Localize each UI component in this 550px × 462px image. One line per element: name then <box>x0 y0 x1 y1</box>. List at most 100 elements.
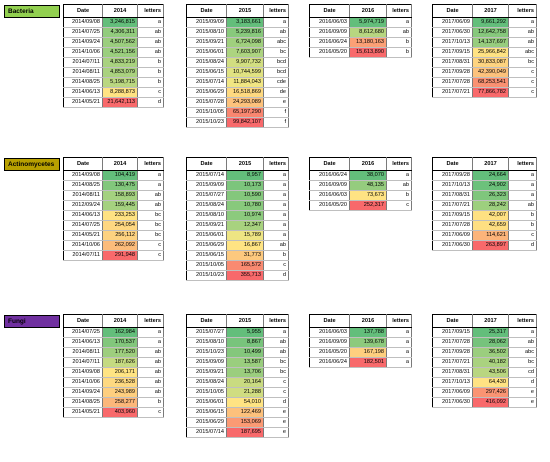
table-row: 2015/06/01 7,603,907 bc <box>186 47 289 58</box>
value-cell: 243,989 <box>102 387 138 398</box>
letters-cell: a <box>263 230 289 241</box>
letters-header: letters <box>386 314 412 328</box>
letters-cell: c <box>263 260 289 271</box>
letters-cell: d <box>508 240 537 251</box>
letters-header: letters <box>386 157 412 171</box>
date-cell: 2017/06/09 <box>432 230 473 241</box>
table-row: 2014/08/11 177,520 ab <box>63 347 164 358</box>
table-fungi-2017: Date 2017 letters 2017/09/15 25,317 a 2017/07/… <box>432 314 537 408</box>
letters-cell: c <box>508 67 537 78</box>
table-row: 2015/10/05 21,288 c <box>186 387 289 398</box>
date-cell: 2015/06/15 <box>186 250 227 261</box>
date-cell: 2015/09/09 <box>186 357 227 368</box>
letters-cell: ab <box>137 27 164 38</box>
letters-cell: a <box>263 180 289 191</box>
table-actinomycetes-2016: Date 2016 letters 2016/06/24 38,070 a 2016/09/… <box>309 157 412 211</box>
value-cell: 24,902 <box>472 180 509 191</box>
date-header: Date <box>63 314 103 328</box>
letters-cell: a <box>137 170 164 181</box>
value-cell: 12,347 <box>226 220 264 231</box>
date-cell: 2017/07/28 <box>432 77 473 88</box>
value-cell: 122,469 <box>226 407 264 418</box>
value-cell: 64,430 <box>472 377 509 388</box>
table-row: 2017/06/09 297,426 e <box>432 387 537 398</box>
letters-header: letters <box>137 314 164 328</box>
value-cell: 252,317 <box>349 200 387 211</box>
header-row: Date 2015 letters <box>186 4 289 18</box>
letters-cell: f <box>263 117 289 128</box>
table-row: 2017/09/15 25,317 a <box>432 327 537 338</box>
table-row: 2017/09/28 36,502 abc <box>432 347 537 358</box>
value-cell: 28,062 <box>472 337 509 348</box>
letters-cell: a <box>263 210 289 221</box>
value-cell: 5,239,816 <box>226 27 264 38</box>
letters-cell: e <box>263 417 289 428</box>
letters-cell: d <box>508 377 537 388</box>
date-cell: 2015/09/09 <box>186 17 227 28</box>
table-row: 2016/06/03 5,974,719 a <box>309 17 412 28</box>
value-cell: 5,198,715 <box>102 77 138 88</box>
letters-cell: e <box>263 407 289 418</box>
value-cell: 25,317 <box>472 327 509 338</box>
letters-cell: bc <box>508 357 537 368</box>
table-row: 2015/06/15 122,469 e <box>186 407 289 418</box>
header-row: Date 2016 letters <box>309 157 412 171</box>
table-row: 2017/08/31 26,323 a <box>432 190 537 201</box>
table-row: 2012/09/24 159,445 ab <box>63 200 164 211</box>
table-row: 2015/10/05 165,572 c <box>186 260 289 271</box>
year-header: 2015 <box>226 314 264 328</box>
value-cell: 15,789 <box>226 230 264 241</box>
letters-header: letters <box>386 4 412 18</box>
letters-cell: a <box>508 180 537 191</box>
value-cell: 187,695 <box>226 427 264 438</box>
letters-cell: a <box>263 200 289 211</box>
letters-cell: ab <box>137 190 164 201</box>
letters-header: letters <box>263 157 289 171</box>
date-cell: 2014/06/13 <box>63 87 103 98</box>
table-actinomycetes-2014: Date 2014 letters 2014/09/08 104,419 a 2014/08… <box>63 157 164 261</box>
value-cell: 158,893 <box>102 190 138 201</box>
letters-cell: ab <box>263 347 289 358</box>
date-cell: 2015/10/05 <box>186 260 227 271</box>
header-row: Date 2016 letters <box>309 4 412 18</box>
table-row: 2015/09/21 12,347 a <box>186 220 289 231</box>
year-header: 2015 <box>226 4 264 18</box>
table-row: 2014/07/11 291,948 c <box>63 250 164 261</box>
value-cell: 42,659 <box>472 220 509 231</box>
date-cell: 2014/10/06 <box>63 377 103 388</box>
date-cell: 2014/09/24 <box>63 387 103 398</box>
table-row: 2015/10/05 65,197,290 f <box>186 107 289 118</box>
letters-cell: b <box>137 77 164 88</box>
letters-cell: cd <box>508 367 537 378</box>
table-row: 2014/08/11 4,853,079 b <box>63 67 164 78</box>
value-cell: 416,092 <box>472 397 509 408</box>
table-row: 2017/08/31 43,506 cd <box>432 367 537 378</box>
letters-cell: ab <box>263 27 289 38</box>
value-cell: 256,112 <box>102 230 138 241</box>
letters-cell: ab <box>137 367 164 378</box>
table-row: 2015/06/15 31,773 b <box>186 250 289 261</box>
letters-cell: a <box>263 170 289 181</box>
letters-cell: bc <box>137 220 164 231</box>
letters-cell: c <box>137 240 164 251</box>
group-label-actinomycetes: Actinomycetes <box>4 158 60 171</box>
header-row: Date 2014 letters <box>63 157 164 171</box>
letters-cell: a <box>386 347 412 358</box>
value-cell: 8,957 <box>226 170 264 181</box>
value-cell: 159,445 <box>102 200 138 211</box>
date-cell: 2016/06/24 <box>309 37 350 48</box>
letters-cell: ab <box>137 47 164 58</box>
date-header: Date <box>186 314 227 328</box>
value-cell: 4,833,219 <box>102 57 138 68</box>
date-cell: 2016/06/24 <box>309 170 350 181</box>
value-cell: 21,288 <box>226 387 264 398</box>
letters-cell: ab <box>137 357 164 368</box>
letters-cell: a <box>263 327 289 338</box>
year-header: 2014 <box>102 4 138 18</box>
date-cell: 2015/08/10 <box>186 27 227 38</box>
date-cell: 2017/08/31 <box>432 57 473 68</box>
date-cell: 2014/08/25 <box>63 77 103 88</box>
date-cell: 2015/08/24 <box>186 200 227 211</box>
year-header: 2016 <box>349 4 387 18</box>
table-row: 2017/10/13 24,902 a <box>432 180 537 191</box>
